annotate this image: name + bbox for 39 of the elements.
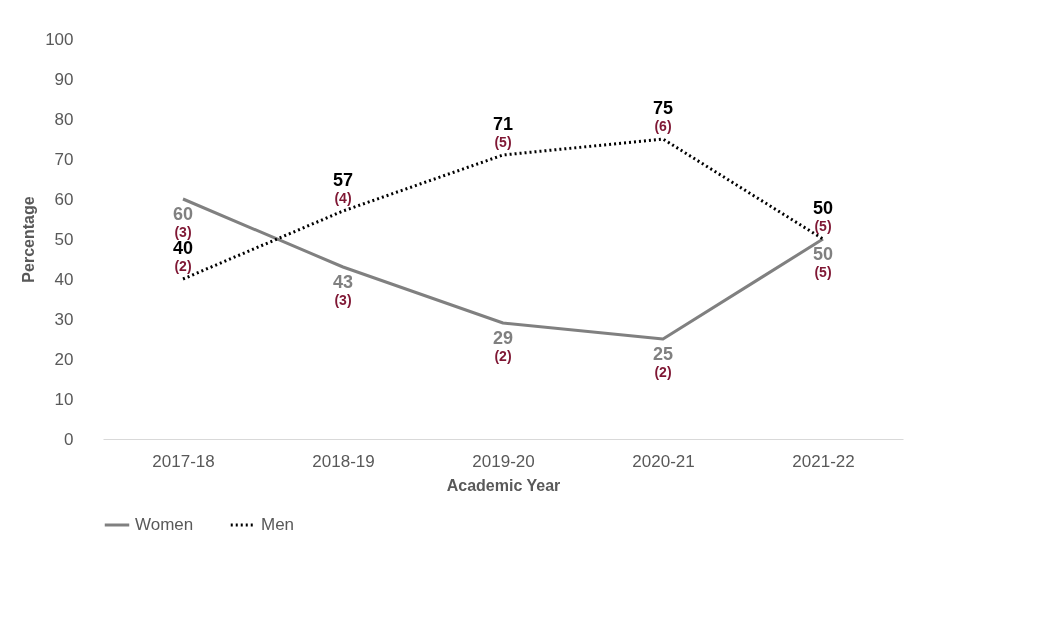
y-tick-label: 60 xyxy=(54,189,74,209)
x-tick-label: 2017-18 xyxy=(152,451,215,471)
y-tick-label: 90 xyxy=(54,69,74,89)
x-tick-label: 2018-19 xyxy=(312,451,375,471)
annotation: (3) xyxy=(334,292,352,308)
annotation: (2) xyxy=(654,364,672,380)
y-tick-label: 50 xyxy=(54,229,74,249)
annotation: (3) xyxy=(174,224,192,240)
data-label: 57 xyxy=(332,170,354,190)
data-label: 75 xyxy=(652,98,674,118)
annotation: (5) xyxy=(814,218,832,234)
x-axis-title: Academic Year xyxy=(446,476,561,494)
y-tick-label: 40 xyxy=(54,269,74,289)
y-tick-label: 70 xyxy=(54,149,74,169)
annotation: (2) xyxy=(494,348,512,364)
annotation: (2) xyxy=(174,258,192,274)
data-label: 29 xyxy=(492,328,514,348)
x-tick-label: 2021-22 xyxy=(792,451,855,471)
data-label: 71 xyxy=(492,114,514,134)
y-tick-label: 0 xyxy=(64,429,74,449)
annotation: (4) xyxy=(334,190,352,206)
y-tick-label: 30 xyxy=(54,309,74,329)
x-tick-label: 2019-20 xyxy=(472,451,535,471)
legend-label: Men xyxy=(261,515,295,534)
y-tick-label: 100 xyxy=(45,29,74,49)
data-label: 43 xyxy=(332,272,354,292)
legend-label: Women xyxy=(135,515,194,534)
annotation: (5) xyxy=(494,134,512,150)
annotation: (5) xyxy=(814,264,832,280)
x-tick-label: 2020-21 xyxy=(632,451,695,471)
annotation: (6) xyxy=(654,118,672,134)
y-tick-label: 80 xyxy=(54,109,74,129)
y-axis-title: Percentage xyxy=(20,196,38,283)
data-label: 60 xyxy=(172,204,194,224)
data-label: 25 xyxy=(652,344,674,364)
data-label: 50 xyxy=(812,244,834,264)
y-tick-label: 10 xyxy=(54,389,74,409)
data-label: 50 xyxy=(812,198,834,218)
y-tick-label: 20 xyxy=(54,349,74,369)
